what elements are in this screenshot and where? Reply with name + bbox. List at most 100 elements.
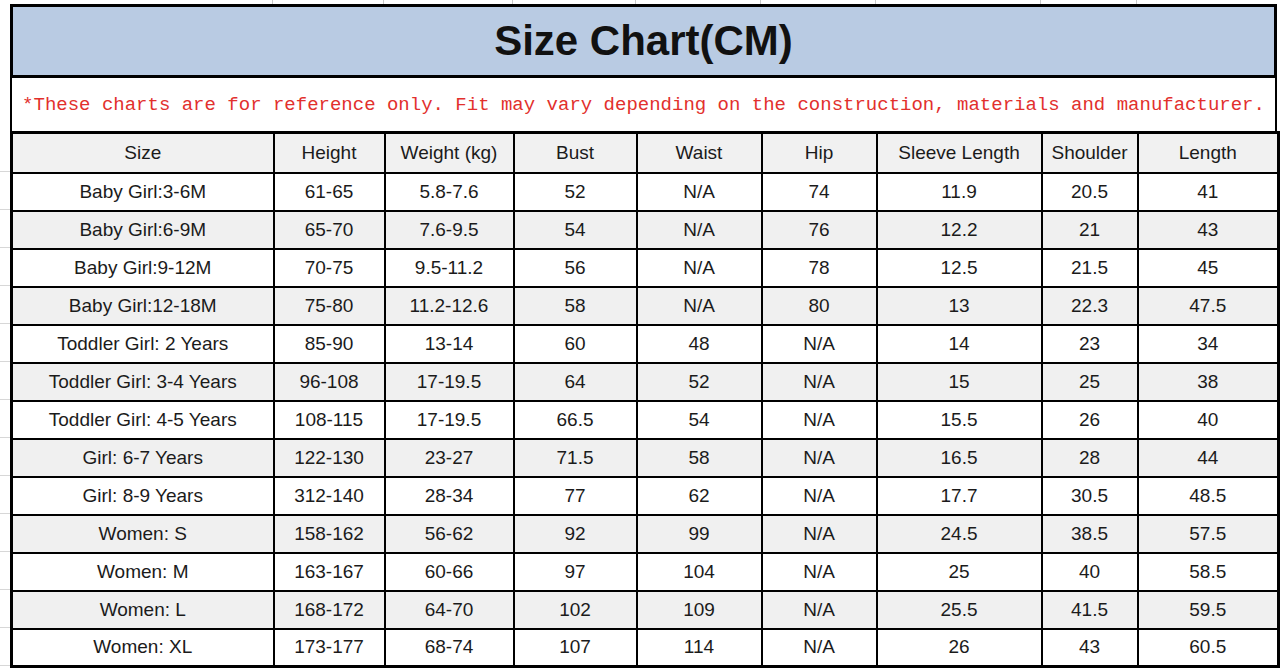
table-cell: 71.5 [514,439,637,477]
table-cell: Girl: 6-7 Years [12,439,274,477]
table-row: Girl: 6-7 Years122-13023-2771.558N/A16.5… [12,439,1279,477]
table-cell: N/A [762,629,877,667]
table-cell: 163-167 [274,553,385,591]
table-cell: 104 [637,553,762,591]
table-cell: 97 [514,553,637,591]
table-cell: 12.5 [877,249,1042,287]
table-cell: 54 [637,401,762,439]
table-cell: 77 [514,477,637,515]
gutter-gridline [0,399,10,400]
column-header: Hip [762,133,877,173]
table-cell: 48.5 [1138,477,1279,515]
table-cell: Toddler Girl: 4-5 Years [12,401,274,439]
table-cell: 58.5 [1138,553,1279,591]
table-row: Baby Girl:6-9M65-707.6-9.554N/A7612.2214… [12,211,1279,249]
table-cell: 23-27 [385,439,514,477]
gridline-tick [512,0,513,4]
table-cell: 12.2 [877,211,1042,249]
table-cell: 99 [637,515,762,553]
table-cell: 158-162 [274,515,385,553]
table-cell: N/A [762,515,877,553]
table-cell: 24.5 [877,515,1042,553]
table-cell: 65-70 [274,211,385,249]
table-cell: N/A [637,173,762,211]
column-header: Height [274,133,385,173]
table-row: Women: L168-17264-70102109N/A25.541.559.… [12,591,1279,629]
gridline-tick [875,0,876,4]
table-cell: 23 [1042,325,1138,363]
table-cell: 102 [514,591,637,629]
page-title: Size Chart(CM) [494,17,793,65]
table-cell: 16.5 [877,439,1042,477]
table-cell: Women: S [12,515,274,553]
table-cell: 11.2-12.6 [385,287,514,325]
gridline-tick [383,0,384,4]
table-cell: Baby Girl:6-9M [12,211,274,249]
table-cell: 41 [1138,173,1279,211]
spreadsheet-canvas: Size Chart(CM) *These charts are for ref… [0,0,1280,669]
table-cell: 34 [1138,325,1279,363]
table-cell: 43 [1138,211,1279,249]
table-cell: 43 [1042,629,1138,667]
table-cell: 25.5 [877,591,1042,629]
table-cell: 58 [514,287,637,325]
gutter-gridline [0,513,10,514]
table-cell: 13-14 [385,325,514,363]
table-cell: 108-115 [274,401,385,439]
table-cell: 14 [877,325,1042,363]
table-cell: Women: L [12,591,274,629]
table-cell: 70-75 [274,249,385,287]
table-cell: 122-130 [274,439,385,477]
gridline-tick [760,0,761,4]
table-cell: N/A [762,553,877,591]
disclaimer-band: *These charts are for reference only. Fi… [10,78,1277,131]
table-row: Women: S158-16256-629299N/A24.538.557.5 [12,515,1279,553]
table-cell: 80 [762,287,877,325]
table-cell: 20.5 [1042,173,1138,211]
gutter-gridline [0,285,10,286]
table-cell: 25 [1042,363,1138,401]
table-cell: 62 [637,477,762,515]
table-cell: 48 [637,325,762,363]
table-cell: 38.5 [1042,515,1138,553]
table-cell: 64-70 [385,591,514,629]
column-header: Bust [514,133,637,173]
table-cell: 92 [514,515,637,553]
table-cell: 40 [1138,401,1279,439]
table-cell: 52 [514,173,637,211]
gutter-gridline [0,209,10,210]
gridline-tick [272,0,273,4]
table-cell: N/A [762,591,877,629]
table-cell: N/A [762,401,877,439]
table-cell: 30.5 [1042,477,1138,515]
table-cell: 26 [877,629,1042,667]
column-header: Size [12,133,274,173]
table-cell: 96-108 [274,363,385,401]
column-header: Length [1138,133,1279,173]
header-row: SizeHeightWeight (kg)BustWaistHipSleeve … [12,133,1279,173]
table-row: Toddler Girl: 2 Years85-9013-146048N/A14… [12,325,1279,363]
table-cell: N/A [762,325,877,363]
table-cell: 45 [1138,249,1279,287]
table-cell: 64 [514,363,637,401]
table-cell: 15.5 [877,401,1042,439]
table-cell: 74 [762,173,877,211]
table-cell: N/A [762,439,877,477]
table-cell: N/A [762,477,877,515]
table-row: Women: XL173-17768-74107114N/A264360.5 [12,629,1279,667]
column-header: Shoulder [1042,133,1138,173]
table-cell: 75-80 [274,287,385,325]
table-cell: 17-19.5 [385,363,514,401]
table-row: Baby Girl:9-12M70-759.5-11.256N/A7812.52… [12,249,1279,287]
table-cell: 7.6-9.5 [385,211,514,249]
table-cell: 56 [514,249,637,287]
table-cell: 109 [637,591,762,629]
gridline-tick [1040,0,1041,4]
table-cell: 60 [514,325,637,363]
gridline-tick [1136,0,1137,4]
table-cell: Women: M [12,553,274,591]
table-cell: 28 [1042,439,1138,477]
table-cell: 21.5 [1042,249,1138,287]
table-cell: 56-62 [385,515,514,553]
table-row: Toddler Girl: 4-5 Years108-11517-19.566.… [12,401,1279,439]
